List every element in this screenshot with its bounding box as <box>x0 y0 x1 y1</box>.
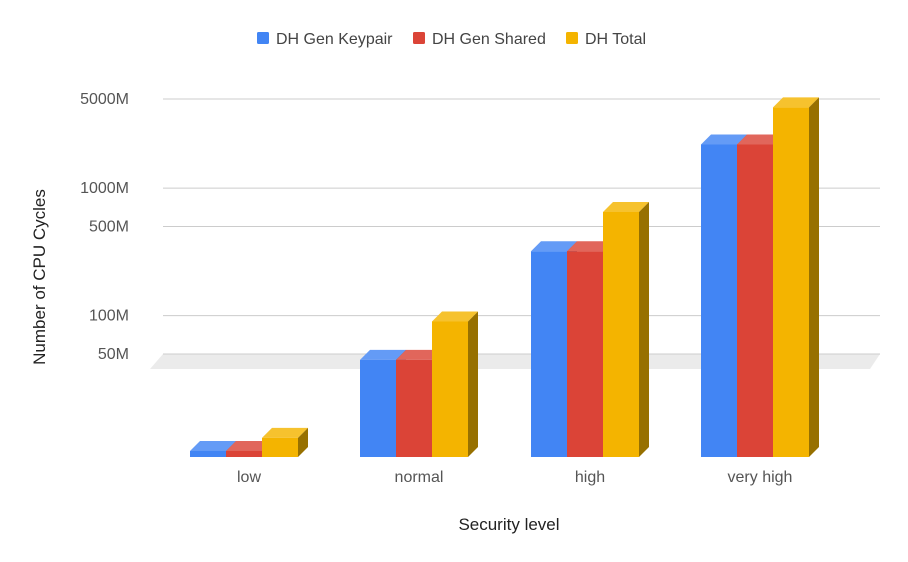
legend-label: DH Gen Keypair <box>276 31 393 48</box>
bar-top <box>567 241 613 252</box>
bar-top <box>737 134 783 145</box>
bars <box>190 97 819 458</box>
legend-label: DH Total <box>585 31 646 48</box>
bar-top <box>190 441 236 451</box>
x-tick-label: normal <box>395 469 444 486</box>
legend-label: DH Gen Shared <box>432 31 546 48</box>
bar-front <box>262 437 298 457</box>
y-tick-label: 5000M <box>80 91 129 108</box>
y-tick-label: 50M <box>98 346 129 363</box>
legend-item: DH Total <box>566 31 646 48</box>
legend-item: DH Gen Shared <box>413 31 546 48</box>
y-axis-ticks: 50M 100M 500M 1000M 5000M <box>80 91 129 363</box>
bar-front <box>432 321 468 457</box>
legend-item: DH Gen Keypair <box>257 31 393 48</box>
bar-top <box>226 441 272 451</box>
bar-side <box>468 311 478 457</box>
x-axis-ticks: low normal high very high <box>237 469 792 486</box>
x-tick-label: low <box>237 469 261 486</box>
bar-top <box>262 427 308 438</box>
bar-front <box>396 359 432 457</box>
bar-top <box>396 349 442 360</box>
bar-top <box>603 201 649 212</box>
bar-front <box>190 451 226 457</box>
x-tick-label: high <box>575 469 605 486</box>
legend-swatch <box>413 32 425 44</box>
bar-front <box>360 359 396 457</box>
bar <box>432 311 478 457</box>
bar-side <box>809 97 819 458</box>
y-tick-label: 1000M <box>80 180 129 197</box>
bar-top <box>773 97 819 108</box>
bar <box>773 97 819 458</box>
bar <box>262 427 308 457</box>
bar-top <box>701 134 747 145</box>
bar-front <box>226 451 262 457</box>
legend-swatch <box>566 32 578 44</box>
x-axis-title: Security level <box>458 515 559 534</box>
bar-top <box>360 349 406 360</box>
legend: DH Gen Keypair DH Gen Shared DH Total <box>257 31 646 48</box>
floor-plane <box>150 354 880 369</box>
bar-front <box>603 211 639 457</box>
bar-top <box>531 241 577 252</box>
bar-top <box>432 311 478 322</box>
bar-front <box>701 144 737 457</box>
bar <box>603 201 649 457</box>
x-tick-label: very high <box>728 469 793 486</box>
bar-front <box>773 107 809 458</box>
y-axis-title: Number of CPU Cycles <box>30 189 49 365</box>
bar-front <box>737 144 773 457</box>
y-tick-label: 500M <box>89 219 129 236</box>
chart-floor <box>150 354 880 369</box>
y-tick-label: 100M <box>89 308 129 325</box>
legend-swatch <box>257 32 269 44</box>
bar-side <box>298 427 308 457</box>
bar-front <box>531 251 567 457</box>
bar-front <box>567 251 603 457</box>
bar-side <box>639 201 649 457</box>
